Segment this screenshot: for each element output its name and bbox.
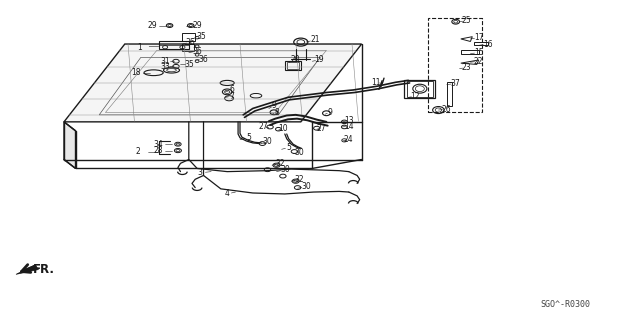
Text: 3: 3 <box>197 168 202 177</box>
Polygon shape <box>64 122 76 168</box>
Text: 4: 4 <box>225 189 230 198</box>
Text: 30: 30 <box>262 137 273 146</box>
Bar <box>461 50 479 54</box>
Text: 1: 1 <box>137 43 142 52</box>
Text: 32: 32 <box>294 175 305 184</box>
Text: 9: 9 <box>327 108 332 117</box>
Text: FR.: FR. <box>33 263 55 276</box>
Text: 30: 30 <box>294 148 305 157</box>
Text: SGO^-R0300: SGO^-R0300 <box>541 300 591 309</box>
Text: 10: 10 <box>278 124 288 133</box>
Text: 27: 27 <box>259 122 269 131</box>
Text: 16: 16 <box>483 40 493 48</box>
Polygon shape <box>16 265 38 274</box>
Text: 26: 26 <box>442 105 452 114</box>
Text: 7: 7 <box>229 92 234 101</box>
Text: 20: 20 <box>291 56 301 64</box>
Text: 25: 25 <box>461 16 471 25</box>
Text: 34: 34 <box>154 140 164 149</box>
Bar <box>407 81 433 97</box>
Bar <box>285 61 301 70</box>
Text: 29: 29 <box>147 21 157 30</box>
Text: 6: 6 <box>229 85 234 94</box>
Text: 30: 30 <box>280 165 290 174</box>
Text: 36: 36 <box>192 47 202 56</box>
Text: 13: 13 <box>344 116 354 125</box>
Text: 2: 2 <box>135 147 140 156</box>
Text: 35: 35 <box>196 32 207 41</box>
Text: 9: 9 <box>271 101 276 110</box>
Text: 36: 36 <box>198 55 209 63</box>
Bar <box>404 80 435 98</box>
Bar <box>182 44 194 51</box>
Text: 28: 28 <box>154 146 163 155</box>
Bar <box>182 33 195 41</box>
Text: 31: 31 <box>160 57 170 66</box>
Bar <box>447 82 452 106</box>
Text: 33: 33 <box>160 63 170 71</box>
Text: 21: 21 <box>310 35 319 44</box>
Text: 36: 36 <box>186 38 196 47</box>
Text: 11: 11 <box>372 78 381 87</box>
Bar <box>474 42 488 45</box>
Text: 14: 14 <box>344 122 354 130</box>
Text: 32: 32 <box>275 159 285 168</box>
Text: 19: 19 <box>314 56 324 64</box>
Text: 30: 30 <box>301 182 311 191</box>
Bar <box>287 62 299 69</box>
Text: 8: 8 <box>274 108 279 117</box>
Text: 12: 12 <box>410 92 419 101</box>
Text: 5: 5 <box>246 133 251 142</box>
Text: 27: 27 <box>316 124 326 133</box>
Polygon shape <box>64 44 362 122</box>
Text: 24: 24 <box>344 135 354 144</box>
Text: 18: 18 <box>131 68 140 77</box>
Text: 17: 17 <box>474 33 484 42</box>
Text: 29: 29 <box>192 21 202 30</box>
Text: 5: 5 <box>287 143 292 152</box>
Text: 22: 22 <box>474 57 483 66</box>
Bar <box>159 41 189 49</box>
Bar <box>428 18 482 112</box>
Text: 15: 15 <box>474 48 484 57</box>
Text: 35: 35 <box>184 60 194 69</box>
Text: 23: 23 <box>461 63 471 72</box>
Text: 37: 37 <box>451 79 461 88</box>
